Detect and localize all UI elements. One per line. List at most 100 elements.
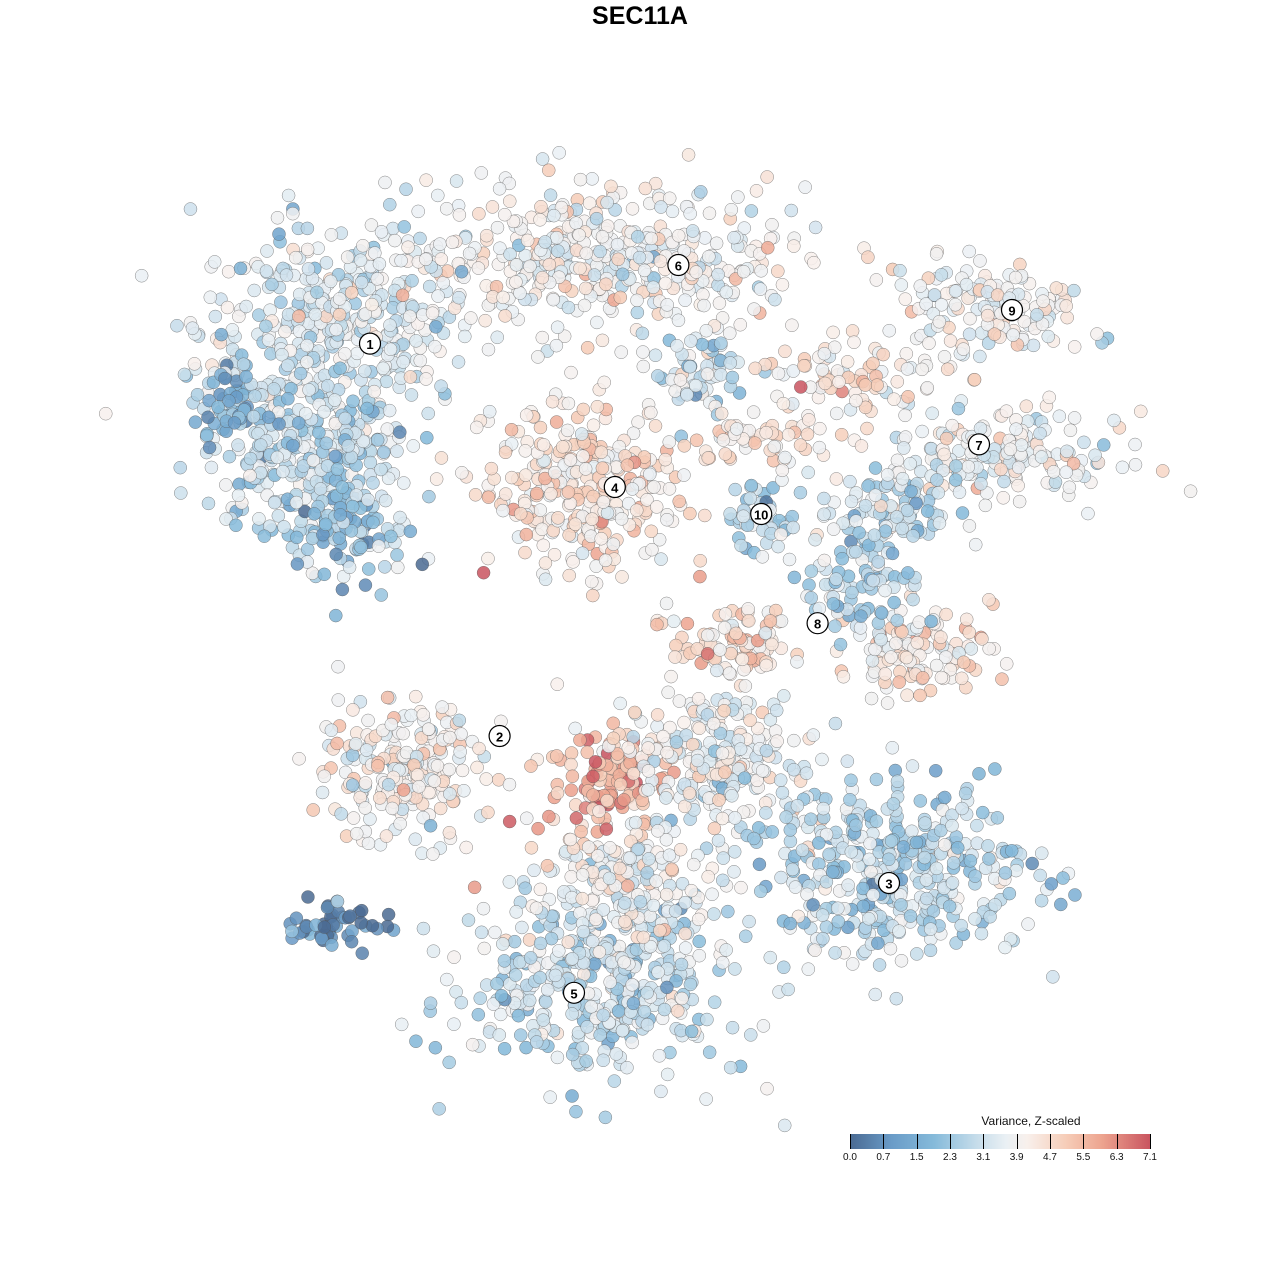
data-point: [869, 273, 884, 287]
data-point: [412, 780, 426, 794]
data-point: [828, 716, 843, 731]
data-point: [396, 476, 411, 490]
data-point: [868, 987, 883, 1002]
data-point: [744, 1028, 758, 1042]
data-point: [219, 478, 233, 492]
data-point: [650, 708, 665, 722]
data-point: [585, 512, 599, 526]
data-point: [1068, 888, 1082, 902]
data-point: [538, 235, 552, 249]
data-point: [723, 507, 737, 521]
legend-tick-label: 6.3: [1109, 1152, 1124, 1163]
data-point: [968, 912, 982, 926]
data-point: [259, 319, 273, 334]
data-point: [552, 146, 566, 160]
data-point: [775, 463, 790, 478]
data-point: [910, 947, 924, 961]
data-point: [934, 823, 948, 838]
data-point: [409, 1034, 423, 1048]
data-point: [329, 608, 343, 623]
data-point: [800, 427, 815, 442]
data-point: [836, 669, 851, 684]
data-point: [858, 499, 873, 513]
data-point: [527, 863, 541, 878]
data-point: [929, 658, 944, 673]
data-point: [518, 468, 533, 482]
data-point: [596, 495, 611, 509]
data-point: [730, 422, 744, 436]
data-point: [702, 206, 717, 221]
data-point: [776, 960, 791, 975]
data-point: [1063, 423, 1078, 438]
data-point: [912, 615, 926, 629]
data-point: [529, 1035, 544, 1049]
data-point: [598, 553, 613, 568]
data-point: [390, 548, 404, 562]
data-point: [654, 200, 668, 214]
data-point: [637, 1004, 652, 1019]
data-point: [596, 1053, 610, 1067]
data-point: [533, 936, 548, 951]
cluster-label-marker: [877, 871, 901, 895]
data-point: [892, 924, 906, 938]
data-point: [626, 426, 641, 440]
data-point: [647, 480, 661, 494]
data-point: [548, 968, 563, 983]
data-point: [694, 185, 708, 199]
data-point: [858, 400, 873, 415]
data-point: [348, 737, 363, 751]
data-point: [200, 428, 214, 443]
data-point: [951, 401, 966, 416]
data-point: [498, 445, 513, 460]
data-point: [954, 918, 968, 933]
data-point: [903, 457, 917, 471]
data-point: [453, 745, 467, 759]
data-point: [496, 290, 510, 305]
data-point: [806, 898, 820, 912]
data-point: [668, 904, 683, 918]
data-point: [1134, 404, 1148, 419]
data-point: [531, 350, 545, 364]
data-point: [405, 274, 419, 288]
data-point: [330, 894, 345, 909]
data-point: [874, 632, 888, 647]
data-point: [481, 342, 496, 357]
data-point: [1008, 270, 1023, 285]
data-point: [335, 480, 350, 494]
data-point: [774, 870, 788, 885]
data-point: [804, 591, 818, 605]
data-point: [648, 419, 663, 433]
data-point: [323, 274, 338, 289]
data-point: [538, 556, 553, 570]
data-point: [765, 637, 779, 652]
data-point: [890, 453, 905, 468]
data-point: [445, 235, 460, 250]
data-point: [560, 423, 575, 438]
data-point: [538, 471, 552, 486]
data-point: [939, 607, 953, 622]
data-point: [642, 852, 656, 866]
data-point: [201, 410, 215, 425]
cluster-label-text: 1: [366, 337, 373, 352]
data-point: [849, 544, 863, 559]
data-point: [856, 899, 870, 914]
data-point: [1034, 893, 1049, 908]
data-point: [801, 465, 815, 480]
data-point: [367, 384, 381, 399]
data-point: [568, 721, 582, 736]
data-point: [702, 1045, 717, 1060]
data-point: [214, 327, 229, 342]
data-point: [815, 363, 830, 377]
data-point: [812, 836, 826, 850]
data-point: [868, 461, 883, 475]
data-point: [782, 552, 797, 567]
data-point: [763, 713, 778, 727]
data-point: [573, 733, 587, 747]
data-point: [645, 542, 659, 557]
data-point: [185, 321, 200, 335]
data-point: [299, 406, 313, 421]
data-point: [963, 854, 978, 868]
data-point: [895, 471, 910, 486]
data-point: [955, 506, 970, 520]
data-point: [646, 280, 660, 295]
